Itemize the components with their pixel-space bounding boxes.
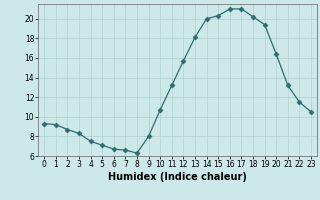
X-axis label: Humidex (Indice chaleur): Humidex (Indice chaleur) (108, 172, 247, 182)
